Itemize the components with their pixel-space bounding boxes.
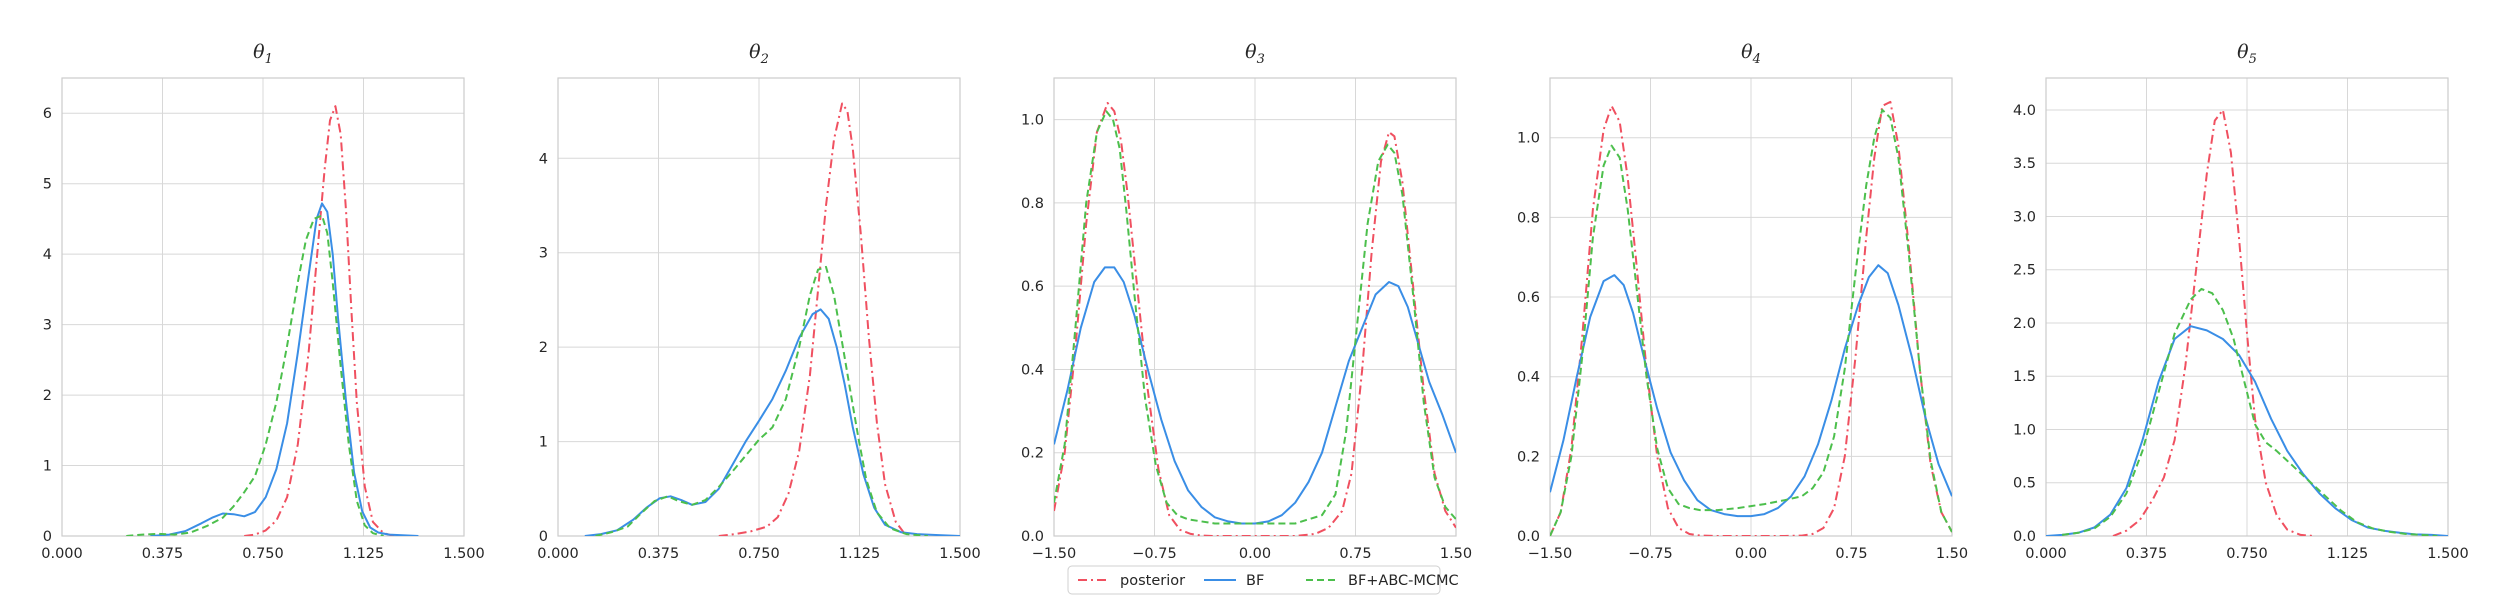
x-tick-label: 1.500	[939, 546, 981, 562]
y-tick-label: 3.0	[2013, 209, 2036, 225]
y-tick-label: 0.6	[1517, 290, 1540, 306]
panel-title: θ3	[1245, 41, 1265, 67]
x-tick-label: 1.500	[2427, 546, 2469, 562]
x-tick-label: 1.125	[2327, 546, 2369, 562]
series-line-bf	[1054, 266, 1456, 525]
x-tick-label: −0.75	[1628, 546, 1672, 562]
panel-1: 0.000 0.375 0.750 1.125 1.500 0 1 2 3 4 5 6 θ1	[41, 41, 485, 562]
series-line-posterior	[244, 105, 395, 536]
x-tick-label: 1.125	[839, 546, 881, 562]
series-line-bf_abc	[1054, 110, 1456, 525]
panel-2: 0.000 0.375 0.750 1.125 1.500 0 1 2 3 4 θ2	[537, 41, 981, 562]
series-line-posterior	[718, 102, 908, 536]
x-tick-label: −1.50	[1528, 546, 1572, 562]
x-tick-label: 1.50	[1936, 546, 1968, 562]
series-line-bf	[584, 308, 960, 536]
x-tick-label: 1.125	[343, 546, 385, 562]
y-tick-label: 0.4	[1021, 362, 1044, 378]
panel-title: θ5	[2237, 41, 2257, 67]
panel-title: θ1	[253, 41, 273, 67]
series-line-posterior	[1054, 102, 1456, 536]
y-tick-label: 2	[539, 340, 548, 356]
x-tick-label: 0.00	[1239, 546, 1271, 562]
panel-4: −1.50 −0.75 0.00 0.75 1.50 0.0 0.2 0.4 0.6 0.8 1.0…	[1517, 41, 1968, 562]
series-line-bf_abc	[2061, 287, 2438, 536]
series-line-bf	[1550, 264, 1952, 518]
y-tick-label: 0.0	[1021, 529, 1044, 545]
y-tick-label: 0.2	[1517, 449, 1540, 465]
series-line-posterior	[2112, 109, 2315, 536]
x-tick-label: 0.750	[2226, 546, 2268, 562]
panel-title: θ2	[749, 41, 769, 67]
y-tick-label: 2	[43, 388, 52, 404]
x-tick-label: 1.500	[443, 546, 485, 562]
y-tick-label: 6	[43, 106, 52, 122]
plot-frame	[557, 77, 961, 537]
y-tick-label: 3.5	[2013, 156, 2036, 172]
y-tick-label: 4.0	[2013, 103, 2036, 119]
y-tick-label: 0.8	[1517, 210, 1540, 226]
y-tick-label: 0.0	[1517, 529, 1540, 545]
y-tick-label: 0	[539, 529, 548, 545]
y-tick-label: 3	[539, 246, 548, 262]
y-tick-label: 3	[43, 318, 52, 334]
plot-frame	[2045, 77, 2449, 537]
x-tick-label: 0.000	[41, 546, 83, 562]
legend: posterior BF BF+ABC-MCMC	[1067, 565, 1459, 595]
series-line-posterior	[1550, 100, 1952, 536]
series-line-bf_abc	[1550, 108, 1952, 536]
x-tick-label: 0.750	[738, 546, 780, 562]
x-tick-label: 0.375	[142, 546, 184, 562]
x-tick-label: 1.50	[1440, 546, 1472, 562]
panel-title: θ4	[1741, 41, 1761, 67]
x-tick-label: −1.50	[1032, 546, 1076, 562]
x-tick-label: 0.750	[242, 546, 284, 562]
y-tick-label: 2.5	[2013, 263, 2036, 279]
y-tick-label: 1.0	[2013, 422, 2036, 438]
x-tick-label: 0.000	[537, 546, 579, 562]
y-tick-label: 0.5	[2013, 476, 2036, 492]
plot-frame	[61, 77, 465, 537]
plot-frame	[1549, 77, 1953, 537]
y-tick-label: 1.0	[1021, 113, 1044, 129]
y-tick-label: 1	[43, 459, 52, 475]
x-tick-label: 0.000	[2025, 546, 2067, 562]
y-tick-label: 0	[43, 529, 52, 545]
y-tick-label: 4	[43, 247, 52, 263]
series-line-bf_abc	[595, 265, 928, 536]
y-tick-label: 0.6	[1021, 279, 1044, 295]
series-line-bf_abc	[126, 214, 384, 536]
y-tick-label: 1.5	[2013, 369, 2036, 385]
y-tick-label: 0.0	[2013, 529, 2036, 545]
x-tick-label: 0.75	[1339, 546, 1371, 562]
y-tick-label: 0.4	[1517, 370, 1540, 386]
x-tick-label: 0.375	[2126, 546, 2168, 562]
x-tick-label: 0.75	[1835, 546, 1867, 562]
x-tick-label: 0.375	[638, 546, 680, 562]
legend-frame	[1067, 565, 1441, 595]
y-tick-label: 0.8	[1021, 196, 1044, 212]
series-line-bf	[150, 202, 419, 536]
legend-label-bf: BF	[1246, 573, 1264, 589]
x-tick-label: −0.75	[1132, 546, 1176, 562]
y-tick-label: 5	[43, 177, 52, 193]
legend-label-posterior: posterior	[1120, 573, 1185, 589]
y-tick-label: 1	[539, 435, 548, 451]
panel-5: 0.000 0.375 0.750 1.125 1.500 0.0 0.5 1.0 1.5 2.0…	[2013, 41, 2469, 562]
y-tick-label: 0.2	[1021, 446, 1044, 462]
legend-label-bf_abc: BF+ABC-MCMC	[1348, 573, 1459, 589]
y-tick-label: 4	[539, 151, 548, 167]
panel-3: −1.50 −0.75 0.00 0.75 1.50 0.0 0.2 0.4 0.6 0.8 1.0…	[1021, 41, 1472, 562]
x-tick-label: 0.00	[1735, 546, 1767, 562]
y-tick-label: 2.0	[2013, 316, 2036, 332]
y-tick-label: 1.0	[1517, 131, 1540, 147]
